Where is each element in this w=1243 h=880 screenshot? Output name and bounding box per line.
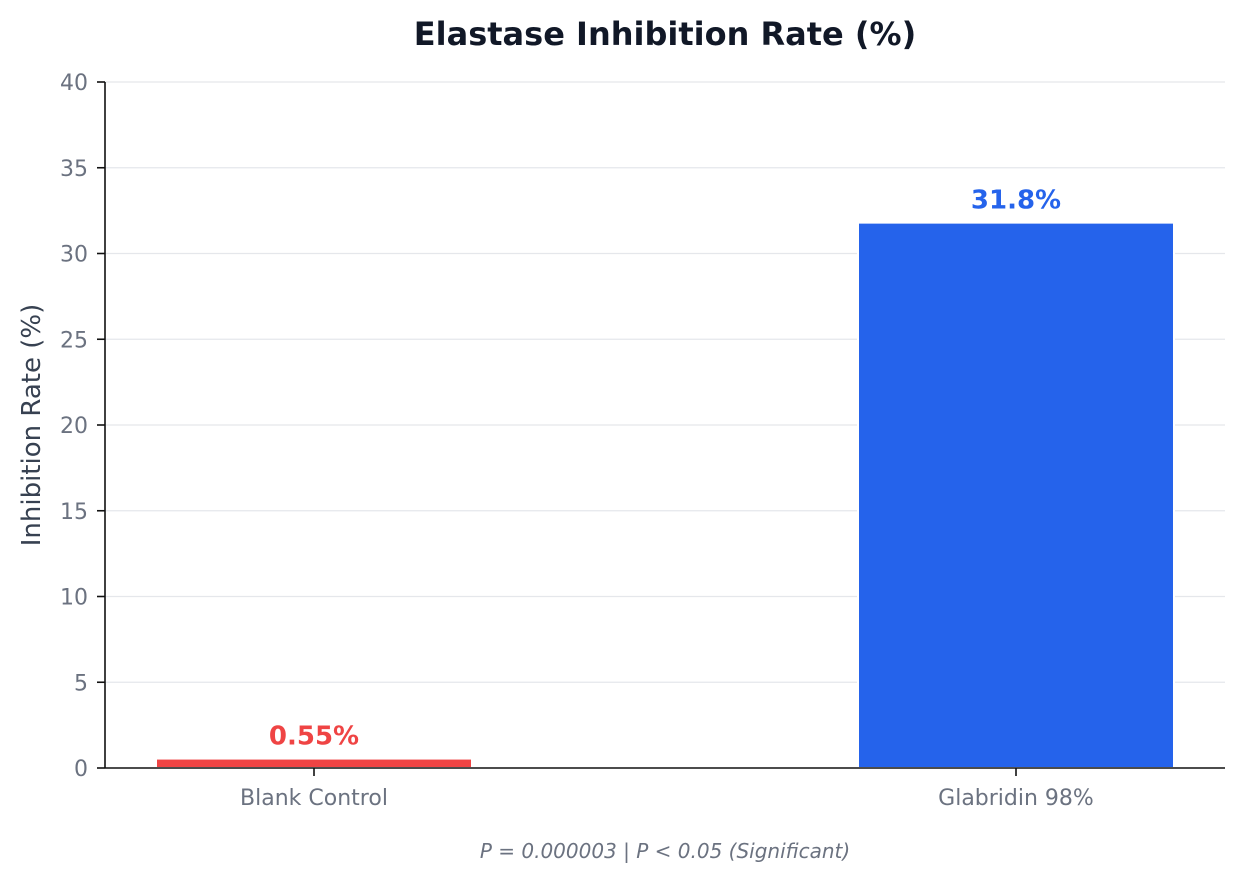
y-tick-label: 30 <box>60 243 88 268</box>
data-label: 0.55% <box>269 722 359 752</box>
bar <box>155 757 473 770</box>
bar <box>857 221 1175 769</box>
data-labels: 0.55% 31.8% <box>269 186 1061 752</box>
gridlines <box>105 81 1225 683</box>
y-axis-label: Inhibition Rate (%) <box>17 304 47 547</box>
data-label: 31.8% <box>971 186 1061 216</box>
y-tick-label: 5 <box>74 671 88 696</box>
chart-title: Elastase Inhibition Rate (%) <box>414 15 916 53</box>
significance-footnote: P = 0.000003 | P < 0.05 (Significant) <box>480 839 850 863</box>
x-tick-label: Glabridin 98% <box>938 786 1094 811</box>
y-tick-label: 20 <box>60 414 88 439</box>
x-tick-label: Blank Control <box>240 786 388 811</box>
y-tick-label: 15 <box>60 500 88 525</box>
y-tick-label: 10 <box>60 586 88 611</box>
y-tick-label: 25 <box>60 328 88 353</box>
y-ticks: 0 5 10 15 20 25 30 35 40 <box>60 71 105 782</box>
bars <box>155 221 1175 770</box>
y-tick-label: 40 <box>60 71 88 96</box>
x-ticks: Blank Control Glabridin 98% <box>240 768 1094 811</box>
y-tick-label: 0 <box>74 757 88 782</box>
y-tick-label: 35 <box>60 157 88 182</box>
